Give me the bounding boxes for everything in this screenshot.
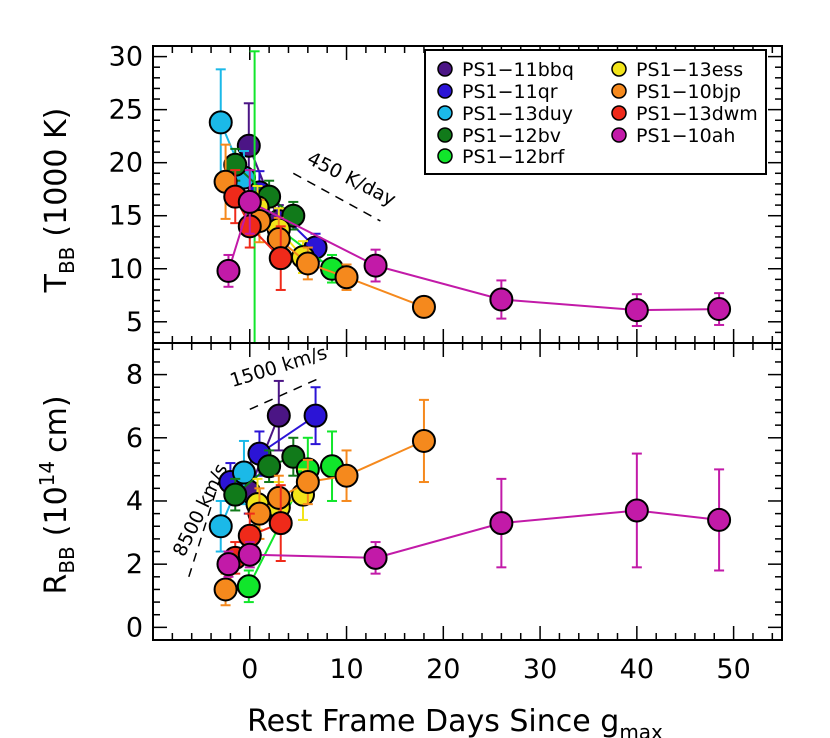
top-ylabel: TBB(1000 K) <box>39 108 79 294</box>
legend-marker <box>611 105 627 121</box>
legend-label: PS1−10bjp <box>636 81 741 103</box>
y-tick-label: 25 <box>109 95 143 126</box>
trend-line-1500 <box>249 377 321 411</box>
annotation-450: 450 K/day <box>304 148 400 211</box>
data-point <box>237 189 262 214</box>
data-point <box>295 470 320 495</box>
series-6 <box>213 398 436 607</box>
series-8 <box>216 452 732 578</box>
bottom-ylabel: RBB(1014cm) <box>35 395 79 594</box>
x-tick-label: 10 <box>329 654 363 685</box>
data-point <box>237 542 262 567</box>
data-point <box>208 110 233 135</box>
series-3 <box>223 436 306 512</box>
data-point <box>489 287 514 312</box>
x-tick-label: 50 <box>716 654 750 685</box>
series-8 <box>216 169 732 328</box>
data-point <box>334 463 359 488</box>
data-point <box>411 294 436 319</box>
data-point <box>268 511 293 536</box>
data-point <box>295 251 320 276</box>
data-point <box>624 298 649 323</box>
trend-line-8500 <box>188 481 220 578</box>
x-tick-label: 30 <box>523 654 557 685</box>
legend-label: PS1−11qr <box>462 81 558 103</box>
data-point <box>334 265 359 290</box>
legend-label: PS1−13ess <box>636 59 743 81</box>
data-point <box>213 577 238 602</box>
y-tick-label: 15 <box>109 201 143 232</box>
x-tick-label: 0 <box>241 654 258 685</box>
legend-label: PS1−12bv <box>462 125 561 147</box>
legend-label: PS1−12brf <box>462 146 566 168</box>
y-tick-label: 4 <box>126 486 143 517</box>
data-point <box>266 485 291 510</box>
y-tick-label: 2 <box>126 549 143 580</box>
x-axis-label: Rest Frame Days Since gmax <box>247 704 663 738</box>
y-tick-label: 8 <box>126 360 143 391</box>
trend-line-450 <box>292 172 381 222</box>
data-point <box>624 498 649 523</box>
legend-marker <box>437 127 453 143</box>
x-tick-label: 20 <box>426 654 460 685</box>
legend-label: PS1−13duy <box>462 103 573 125</box>
data-point <box>257 454 282 479</box>
data-point <box>223 482 248 507</box>
y-tick-label: 20 <box>109 148 143 179</box>
data-point <box>236 133 261 158</box>
data-point <box>707 297 732 322</box>
legend-marker <box>437 61 453 77</box>
y-tick-label: 10 <box>109 254 143 285</box>
legend-label: PS1−10ah <box>636 125 735 147</box>
data-point <box>208 514 233 539</box>
y-tick-label: 5 <box>126 307 143 338</box>
legend-marker <box>437 83 453 99</box>
legend-marker <box>611 127 627 143</box>
series-line <box>227 200 720 312</box>
legend: PS1−11bbqPS1−11qrPS1−13duyPS1−12bvPS1−12… <box>424 49 767 175</box>
data-point <box>363 253 388 278</box>
legend-box <box>424 49 767 175</box>
data-point <box>216 258 241 283</box>
data-point <box>268 246 293 271</box>
data-point <box>266 403 291 428</box>
data-point <box>303 403 328 428</box>
data-point <box>236 574 261 599</box>
legend-marker <box>611 61 627 77</box>
legend-marker <box>437 148 453 164</box>
data-point <box>216 552 241 577</box>
data-point <box>363 545 388 570</box>
legend-marker <box>437 105 453 121</box>
x-tick-label: 40 <box>620 654 654 685</box>
series-4 <box>236 430 345 604</box>
data-point <box>489 511 514 536</box>
data-point <box>411 428 436 453</box>
data-point <box>707 507 732 532</box>
y-tick-label: 30 <box>109 42 143 73</box>
panel-frame-1 <box>152 342 783 641</box>
legend-marker <box>611 83 627 99</box>
y-tick-label: 6 <box>126 423 143 454</box>
legend-label: PS1−11bbq <box>462 59 574 81</box>
y-tick-label: 0 <box>126 612 143 643</box>
series-3 <box>223 147 306 231</box>
legend-label: PS1−13dwm <box>636 103 758 125</box>
